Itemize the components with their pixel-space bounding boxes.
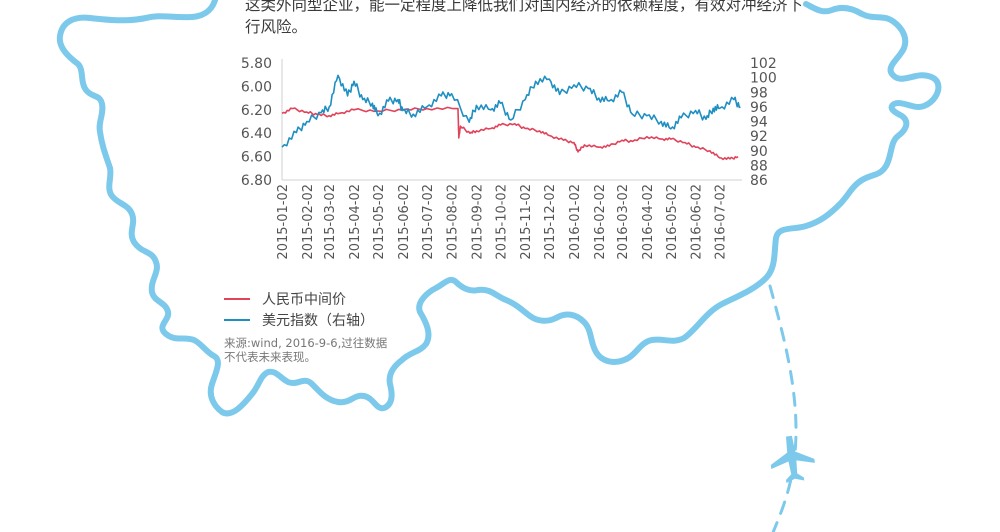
right-tick-label: 90 [750,144,768,160]
x-tick-label: 2015-04-02 [348,184,363,260]
airplane-icon [770,435,815,484]
x-tick-label: 2016-02-02 [593,184,608,260]
flight-path-dashed [768,284,798,532]
series-line-cny [281,106,739,161]
right-tick-label: 92 [750,129,768,145]
intro-text: 这类外向型企业，能一定程度上降低我们对国内经济的依赖程度，有效对冲经济下行风险。 [245,0,804,36]
legend: 人民币中间价 美元指数（右轴） [224,288,374,330]
x-tick-label: 2015-03-02 [323,184,338,260]
left-tick-label: 6.00 [241,79,272,95]
source-line-2: 不代表未来表现。 [224,350,316,364]
china-map-outline [56,0,942,417]
left-tick-label: 6.60 [241,150,272,166]
right-tick-label: 96 [750,100,768,116]
x-tick-label: 2016-01-02 [568,184,583,260]
right-tick-label: 94 [750,115,768,131]
x-tick-label: 2015-08-02 [446,184,461,260]
legend-label-usd-index: 美元指数（右轴） [262,312,374,329]
x-tick-label: 2015-12-02 [543,184,558,260]
x-tick-label: 2016-04-02 [641,184,656,260]
legend-swatch-cny [224,297,250,300]
x-tick-label: 2015-01-02 [276,184,291,260]
x-tick-label: 2015-10-02 [494,184,509,260]
left-tick-label: 6.40 [241,126,272,142]
left-tick-label: 5.80 [241,56,272,72]
legend-label-cny: 人民币中间价 [262,291,346,308]
x-tick-label: 2015-07-02 [421,184,436,260]
x-tick-label: 2016-05-02 [665,184,680,260]
x-tick-label: 2015-06-02 [397,184,412,260]
x-tick-label: 2016-07-02 [714,184,729,260]
x-tick-label: 2016-06-02 [690,184,705,260]
legend-item-cny: 人民币中间价 [224,288,374,309]
right-tick-label: 86 [750,173,768,189]
source-note: 来源:wind, 2016-9-6,过往数据 不代表未来表现。 [224,336,414,364]
right-tick-label: 98 [750,85,768,101]
x-tick-label: 2015-11-02 [519,184,534,260]
legend-swatch-usd-index [224,318,250,321]
right-tick-label: 88 [750,158,768,174]
x-tick-label: 2015-02-02 [301,184,316,260]
right-tick-label: 102 [750,56,777,72]
left-tick-label: 6.20 [241,103,272,119]
source-line-1: 来源:wind, 2016-9-6,过往数据 [224,336,388,350]
legend-item-usd-index: 美元指数（右轴） [224,309,374,330]
x-tick-label: 2015-09-02 [470,184,485,260]
left-tick-label: 6.80 [241,173,272,189]
x-tick-label: 2015-05-02 [372,184,387,260]
series-line-usd-index [281,74,741,148]
right-tick-label: 100 [750,71,777,87]
x-tick-label: 2016-03-02 [616,184,631,260]
